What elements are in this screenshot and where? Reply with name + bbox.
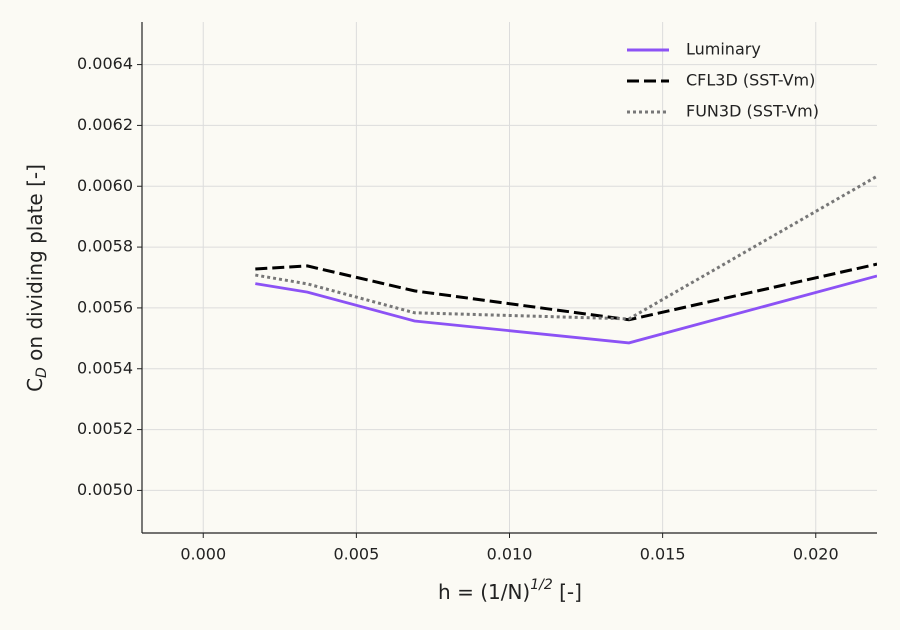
y-tick-label: 0.0054 xyxy=(77,358,133,377)
y-tick-label: 0.0062 xyxy=(77,115,133,134)
y-label-text: on dividing plate [-] xyxy=(23,164,47,367)
y-tick-label: 0.0056 xyxy=(77,297,133,316)
y-label-text: C xyxy=(23,378,47,392)
y-tick-label: 0.0052 xyxy=(77,419,133,438)
y-label-sub: D xyxy=(34,367,50,378)
y-tick-label: 0.0064 xyxy=(77,54,133,73)
y-tick-label: 0.0060 xyxy=(77,176,133,195)
x-tick-label: 0.010 xyxy=(487,545,533,564)
y-axis-label: CD on dividing plate [-] xyxy=(23,164,51,392)
y-tick-label: 0.0058 xyxy=(77,237,133,256)
x-label-text: h = (1/N) xyxy=(438,580,530,604)
x-axis-label: h = (1/N)1/2 [-] xyxy=(438,577,582,604)
x-tick-label: 0.000 xyxy=(180,545,226,564)
x-label-sup: 1/2 xyxy=(530,577,553,593)
x-tick-label: 0.020 xyxy=(793,545,839,564)
legend-label: FUN3D (SST-Vm) xyxy=(686,102,819,121)
x-tick-label: 0.015 xyxy=(640,545,686,564)
series-line xyxy=(255,274,877,345)
y-tick-label: 0.0050 xyxy=(77,480,133,499)
x-tick-label: 0.005 xyxy=(333,545,379,564)
legend-label: CFL3D (SST-Vm) xyxy=(686,71,815,90)
x-label-text: [-] xyxy=(553,580,582,604)
series-line xyxy=(255,174,877,321)
legend-label: Luminary xyxy=(686,40,761,59)
series-line xyxy=(255,262,877,322)
